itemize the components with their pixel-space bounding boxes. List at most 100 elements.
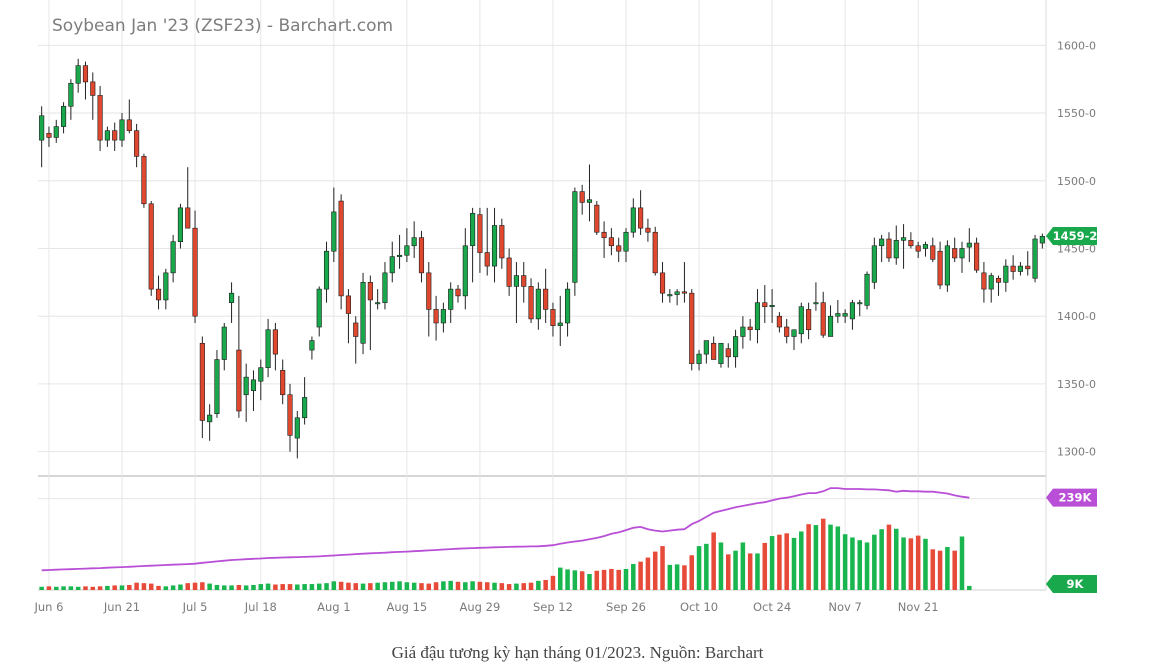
volume-bar xyxy=(97,586,103,590)
volume-bar xyxy=(536,580,541,590)
volume-bar xyxy=(477,581,483,590)
candle-body xyxy=(565,288,571,324)
axis-layer: Jun 6 Jun 21 Jul 5 Jul 18 Aug 1 Aug 15 Aug 29 S… xyxy=(33,39,1095,614)
candle-body xyxy=(747,326,753,331)
candle-body xyxy=(769,305,775,308)
volume-bar xyxy=(441,581,446,590)
candle-body xyxy=(1039,235,1045,244)
candle-body xyxy=(791,329,797,337)
volume-bar xyxy=(857,540,863,590)
candle-body xyxy=(177,207,183,243)
candle-body xyxy=(820,302,826,336)
candle-body xyxy=(513,275,519,287)
candle-body xyxy=(813,302,819,305)
volume-bar xyxy=(389,581,395,590)
volume-bar xyxy=(404,582,410,590)
candle-body xyxy=(733,336,739,358)
price-tick-label: 1600-0 xyxy=(1057,39,1096,52)
open-interest-badge: 239K xyxy=(1046,488,1097,507)
volume-layer xyxy=(39,518,972,590)
candle-body xyxy=(418,237,425,274)
volume-bar xyxy=(484,582,490,590)
candle-body xyxy=(557,322,563,326)
volume-bar xyxy=(528,582,534,590)
candle-body xyxy=(937,250,943,286)
volume-bar xyxy=(53,586,59,590)
volume-bar xyxy=(704,543,709,590)
volume-bar xyxy=(39,586,44,590)
volume-bar xyxy=(112,585,117,590)
volume-bar xyxy=(433,582,439,590)
volume-bar xyxy=(521,583,527,590)
x-tick-label: Oct 10 xyxy=(680,600,718,614)
volume-bar xyxy=(631,563,636,590)
x-tick-label: Nov 21 xyxy=(898,600,939,614)
x-tick-label: Sep 12 xyxy=(533,600,573,614)
candle-body xyxy=(148,203,154,290)
candle-body xyxy=(630,207,636,233)
x-tick-label: Jun 6 xyxy=(33,600,63,614)
x-tick-label: Sep 26 xyxy=(606,600,646,614)
volume-bar xyxy=(696,546,702,590)
candle-body xyxy=(39,115,45,141)
volume-bar xyxy=(397,581,402,590)
volume-bar xyxy=(200,582,205,590)
x-tick-label: Jun 21 xyxy=(103,600,140,614)
candle-body xyxy=(404,245,410,256)
candle-body xyxy=(959,248,965,259)
volume-bar xyxy=(762,542,768,590)
candle-body xyxy=(229,292,235,303)
volume-bar xyxy=(258,584,264,590)
candle-body xyxy=(397,254,403,257)
volume-bar xyxy=(791,537,797,590)
candle-body xyxy=(740,326,746,337)
candle-body xyxy=(608,237,614,247)
volume-bar xyxy=(287,584,293,590)
candle-body xyxy=(521,275,527,287)
candle-body xyxy=(367,282,373,301)
candle-body xyxy=(506,257,512,287)
volume-bar xyxy=(214,584,220,590)
candle-body xyxy=(835,313,841,317)
candle-body xyxy=(360,282,366,344)
volume-bar xyxy=(930,549,936,590)
volume-bar xyxy=(893,528,899,590)
candle-body xyxy=(46,133,52,138)
candle-body xyxy=(287,394,293,436)
candle-body xyxy=(90,81,96,96)
candle-body xyxy=(1017,265,1023,272)
candle-body xyxy=(141,156,147,205)
x-tick-label: Aug 15 xyxy=(386,600,427,614)
candle-body xyxy=(462,245,468,297)
candle-body xyxy=(543,288,549,310)
candle-body xyxy=(323,250,330,290)
volume-bar xyxy=(368,583,373,590)
chart-title: Soybean Jan '23 (ZSF23) - Barchart.com xyxy=(52,16,394,36)
volume-bar xyxy=(967,585,972,590)
candle-body xyxy=(586,199,593,203)
candle-body xyxy=(849,302,855,320)
x-tick-label: Jul 18 xyxy=(244,600,277,614)
volume-bar xyxy=(682,565,687,590)
candle-body xyxy=(689,292,695,364)
volume-bar xyxy=(83,586,88,590)
volume-bar xyxy=(506,584,512,590)
volume-bar xyxy=(338,581,344,590)
candle-body xyxy=(97,95,103,141)
volume-bar xyxy=(61,586,66,590)
candle-body xyxy=(294,417,300,439)
candle-body xyxy=(842,313,848,317)
volume-bar xyxy=(674,564,680,590)
candle-body xyxy=(981,272,987,290)
candle-body xyxy=(754,302,761,331)
volume-bar xyxy=(872,534,877,590)
volume-bar xyxy=(908,538,914,590)
volume-bar xyxy=(302,584,307,590)
volume-bar xyxy=(360,583,366,590)
candle-body xyxy=(908,240,914,247)
candle-body xyxy=(886,238,892,259)
volume-bar xyxy=(733,550,738,590)
candle-body xyxy=(134,130,140,157)
volume-bar xyxy=(959,536,965,590)
candle-body xyxy=(696,353,702,364)
